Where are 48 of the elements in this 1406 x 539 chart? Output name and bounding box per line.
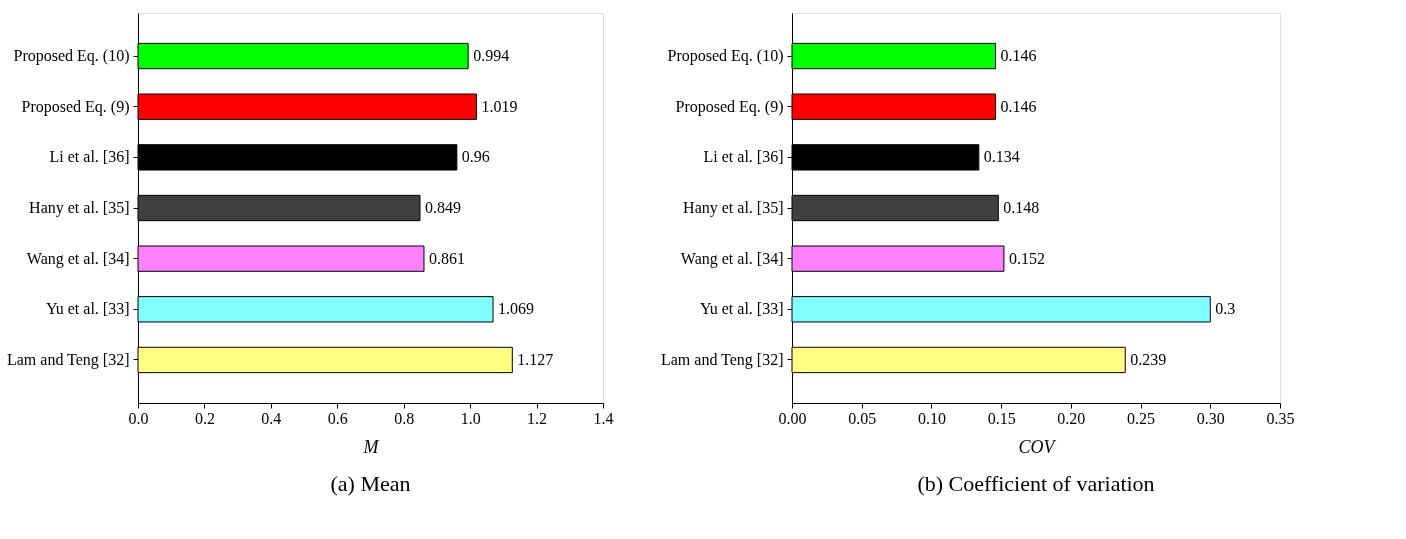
- data-label: 0.146: [1000, 47, 1037, 65]
- x-tick-label: 0.6: [327, 409, 348, 427]
- x-axis-title: M: [362, 436, 380, 457]
- data-label: 1.069: [498, 300, 535, 318]
- x-tick-label: 1.0: [460, 409, 481, 427]
- data-label: 0.148: [1003, 199, 1040, 216]
- data-label: 0.3: [1215, 300, 1236, 318]
- x-tick-label: 0.20: [1057, 409, 1086, 427]
- x-tick-label: 0.35: [1266, 409, 1295, 427]
- data-label: 0.152: [1008, 249, 1045, 267]
- y-tick-label: Hany et al. [35]: [29, 199, 130, 217]
- y-tick-label: Wang et al. [34]: [680, 249, 784, 268]
- y-tick-label: Proposed Eq. (10): [667, 47, 784, 66]
- data-label: 1.127: [517, 350, 554, 368]
- y-tick-label: Lam and Teng [32]: [6, 350, 130, 369]
- data-label: 0.239: [1130, 350, 1167, 368]
- data-label: 0.849: [424, 199, 461, 216]
- y-tick-label: Yu et al. [33]: [45, 300, 130, 318]
- x-axis-title: COV: [1018, 436, 1057, 457]
- data-label: 0.146: [1000, 97, 1037, 115]
- text: (b) Coefficient of variation: [917, 471, 1155, 496]
- x-tick-label: 0.00: [778, 409, 807, 427]
- y-tick-label: Hany et al. [35]: [683, 199, 784, 217]
- y-tick-label: Lam and Teng [32]: [660, 350, 784, 369]
- x-tick-label: 0.15: [987, 409, 1016, 427]
- data-label: 0.861: [428, 249, 465, 267]
- x-tick-label: 0.10: [917, 409, 946, 427]
- y-tick-label: Li et al. [36]: [703, 148, 784, 166]
- x-tick-label: 0.30: [1196, 409, 1225, 427]
- y-tick-label: Proposed Eq. (9): [675, 97, 784, 116]
- x-tick-label: 0.25: [1127, 409, 1156, 427]
- x-tick-label: 0.0: [128, 409, 149, 427]
- y-tick-label: Proposed Eq. (10): [13, 47, 130, 66]
- x-tick-label: 1.2: [527, 409, 548, 427]
- x-tick-label: 0.8: [394, 409, 415, 427]
- y-tick-label: Proposed Eq. (9): [21, 97, 130, 116]
- y-tick-label: Li et al. [36]: [49, 148, 130, 166]
- y-tick-label: Wang et al. [34]: [26, 249, 130, 268]
- data-label: 0.96: [461, 148, 490, 166]
- data-label: 0.134: [983, 148, 1020, 166]
- y-tick-label: Yu et al. [33]: [699, 300, 784, 318]
- x-tick-label: 0.2: [194, 409, 215, 427]
- data-label: 1.019: [481, 97, 518, 115]
- x-tick-label: 0.4: [261, 409, 282, 427]
- data-label: 0.994: [473, 47, 510, 65]
- text: (a) Mean: [330, 471, 411, 496]
- x-tick-label: 1.4: [593, 409, 614, 427]
- x-tick-label: 0.05: [848, 409, 877, 427]
